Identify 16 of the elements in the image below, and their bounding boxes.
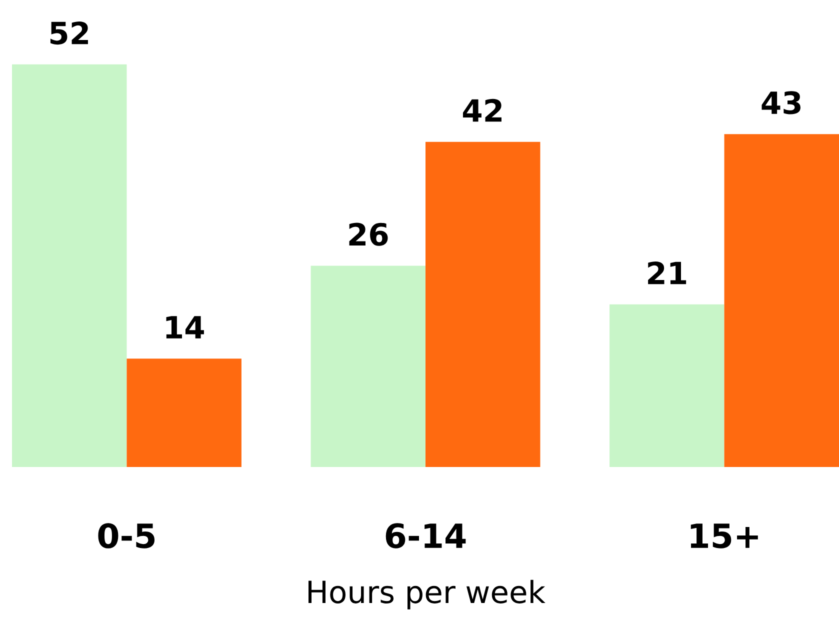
bar: [12, 64, 127, 467]
data-label: 42: [462, 98, 502, 122]
data-label: 52: [50, 21, 88, 45]
data-label: 21: [648, 261, 686, 284]
x-tick-label: 6-14: [386, 523, 466, 548]
bar: [724, 134, 839, 467]
bar: [426, 142, 540, 467]
data-label: 14: [166, 316, 204, 338]
x-tick-label: 15+: [690, 524, 758, 548]
bar: [610, 304, 724, 467]
x-axis-title: Hours per week: [308, 580, 546, 610]
data-label: 43: [762, 91, 800, 114]
x-tick-label: 0-5: [98, 523, 155, 548]
bar: [310, 266, 426, 467]
data-label: 26: [349, 222, 388, 246]
bar: [126, 358, 242, 467]
